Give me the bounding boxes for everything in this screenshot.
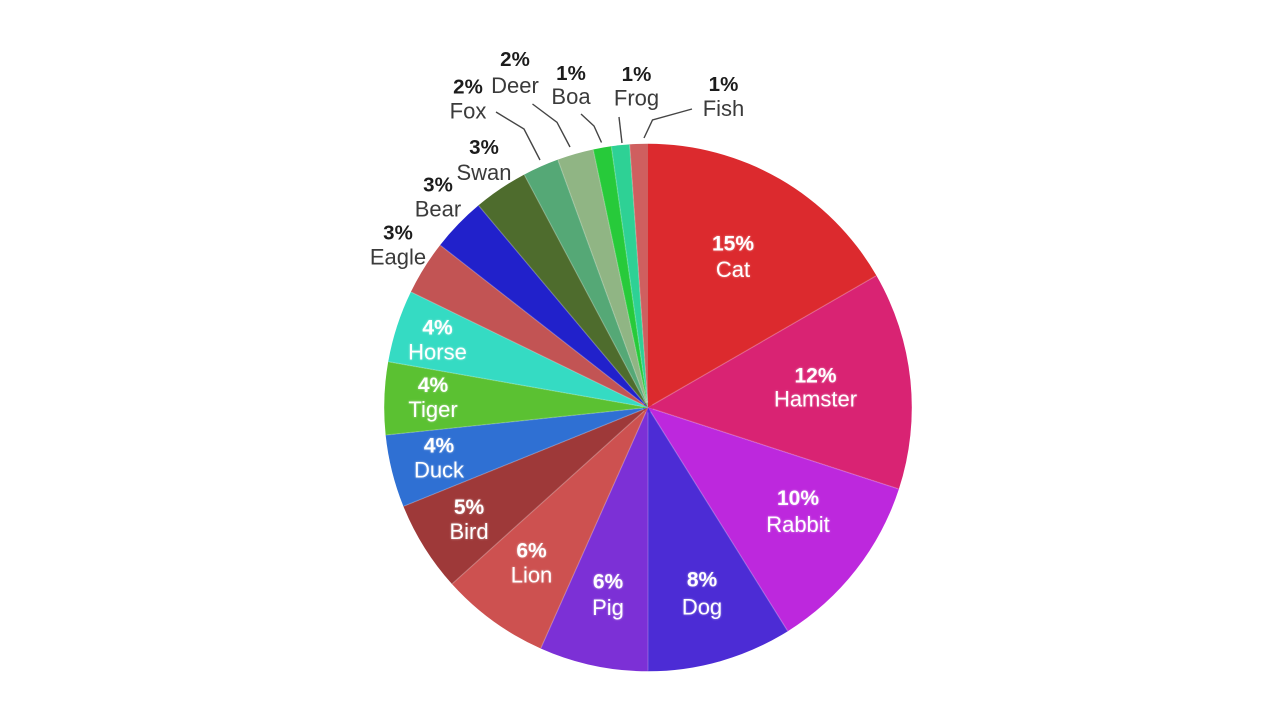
svg-text:1%: 1% — [556, 62, 586, 85]
svg-text:Dog: Dog — [682, 595, 722, 620]
svg-text:Rabbit: Rabbit — [766, 512, 830, 537]
svg-text:Frog: Frog — [614, 86, 659, 111]
svg-text:Fish: Fish — [703, 96, 745, 121]
svg-text:1%: 1% — [709, 73, 739, 96]
svg-text:6%: 6% — [593, 571, 624, 594]
svg-text:2%: 2% — [453, 76, 483, 99]
svg-text:Hamster: Hamster — [774, 387, 857, 412]
svg-text:Fox: Fox — [450, 99, 487, 124]
svg-text:Duck: Duck — [414, 458, 465, 483]
svg-text:1%: 1% — [622, 63, 652, 86]
svg-text:Swan: Swan — [456, 160, 511, 185]
svg-text:Pig: Pig — [592, 595, 624, 620]
svg-text:3%: 3% — [469, 136, 499, 159]
svg-text:2%: 2% — [500, 48, 530, 71]
svg-text:15%: 15% — [712, 233, 754, 256]
svg-text:Horse: Horse — [408, 340, 467, 365]
svg-text:4%: 4% — [424, 435, 455, 458]
svg-text:Bird: Bird — [449, 519, 488, 544]
svg-text:3%: 3% — [383, 222, 413, 245]
svg-text:8%: 8% — [687, 569, 718, 592]
svg-text:12%: 12% — [794, 365, 836, 388]
svg-text:Boa: Boa — [551, 84, 591, 109]
svg-text:Eagle: Eagle — [370, 245, 426, 270]
svg-text:3%: 3% — [423, 174, 453, 197]
svg-text:5%: 5% — [454, 496, 485, 519]
svg-text:Lion: Lion — [511, 563, 553, 588]
svg-text:Bear: Bear — [415, 197, 461, 222]
svg-text:4%: 4% — [418, 374, 449, 397]
svg-text:10%: 10% — [777, 487, 819, 510]
svg-text:Cat: Cat — [716, 257, 750, 282]
svg-text:Deer: Deer — [491, 73, 539, 98]
svg-text:Tiger: Tiger — [408, 397, 457, 422]
svg-text:4%: 4% — [422, 317, 453, 340]
svg-text:6%: 6% — [516, 540, 547, 563]
